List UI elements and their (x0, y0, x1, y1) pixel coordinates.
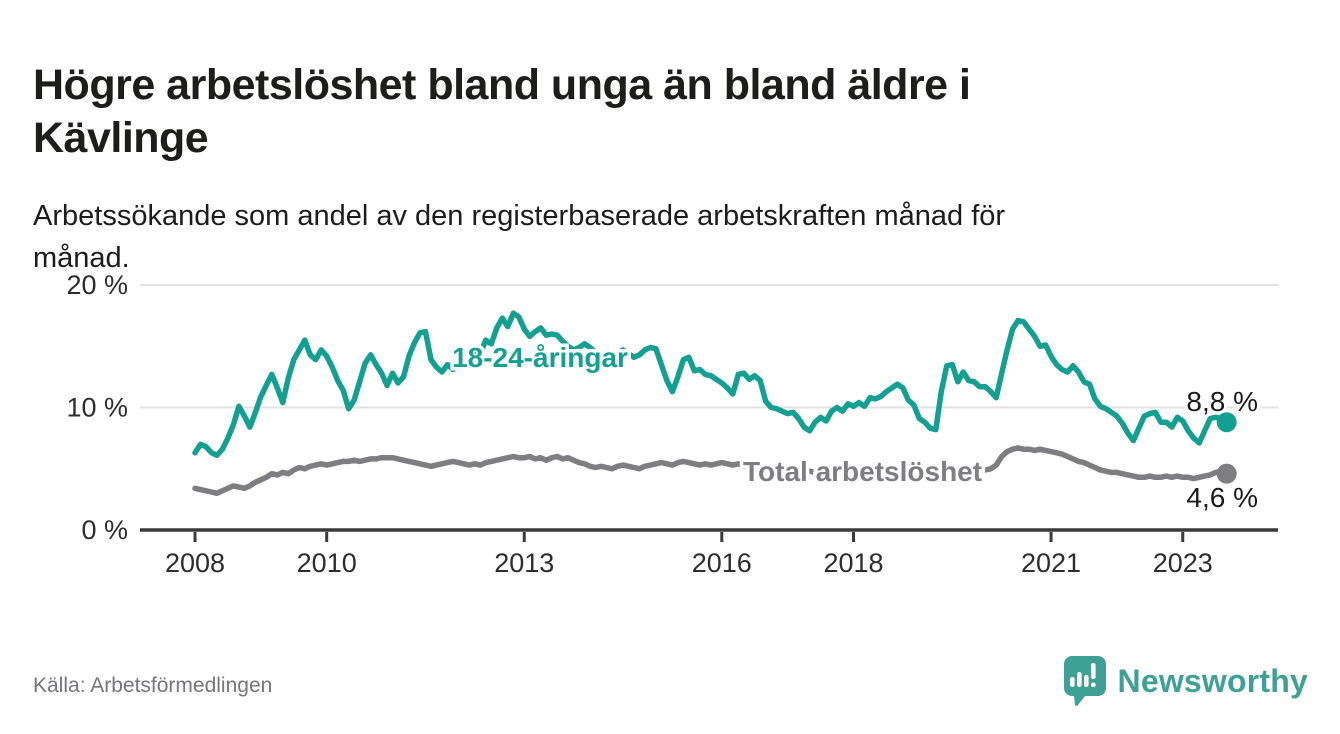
x-tick-label: 2013 (494, 548, 554, 578)
chart-subtitle: Arbetssökande som andel av den registerb… (33, 200, 1006, 275)
bar-chart-glyph (1069, 663, 1096, 688)
series-label-total: Total arbetslöshet (743, 456, 982, 487)
x-tick-label: 2021 (1021, 548, 1081, 578)
series-label-youth: 18-24-åringar (452, 342, 628, 373)
source-note: Källa: Arbetsförmedlingen (33, 674, 273, 697)
newsworthy-logo-text: Newsworthy (1117, 663, 1308, 699)
x-tick-label: 2010 (297, 548, 357, 578)
x-tick-label: 2023 (1153, 548, 1213, 578)
series-line (192, 445, 1230, 497)
newsworthy-logo-icon (1063, 656, 1106, 706)
x-tick-label: 2018 (823, 548, 883, 578)
newsworthy-logo: Newsworthy (1061, 655, 1308, 707)
series-line (192, 310, 1230, 459)
y-tick-label: 10 % (66, 393, 128, 423)
series-end-dot (1216, 412, 1237, 433)
series-end-dot (1216, 463, 1237, 484)
x-tick-label: 2008 (165, 548, 225, 578)
end-value-youth: 8,8 % (1186, 386, 1258, 417)
end-value-total: 4,6 % (1186, 482, 1258, 513)
line-chart: 18-24-åringar Total arbetslöshet 8,8 % 4,6 … (66, 270, 1278, 578)
x-tick-label: 2016 (692, 548, 752, 578)
page-title: Högre arbetslöshet bland unga än bland ä… (33, 60, 971, 163)
y-tick-label: 20 % (66, 270, 128, 300)
y-tick-label: 0 % (81, 515, 128, 545)
